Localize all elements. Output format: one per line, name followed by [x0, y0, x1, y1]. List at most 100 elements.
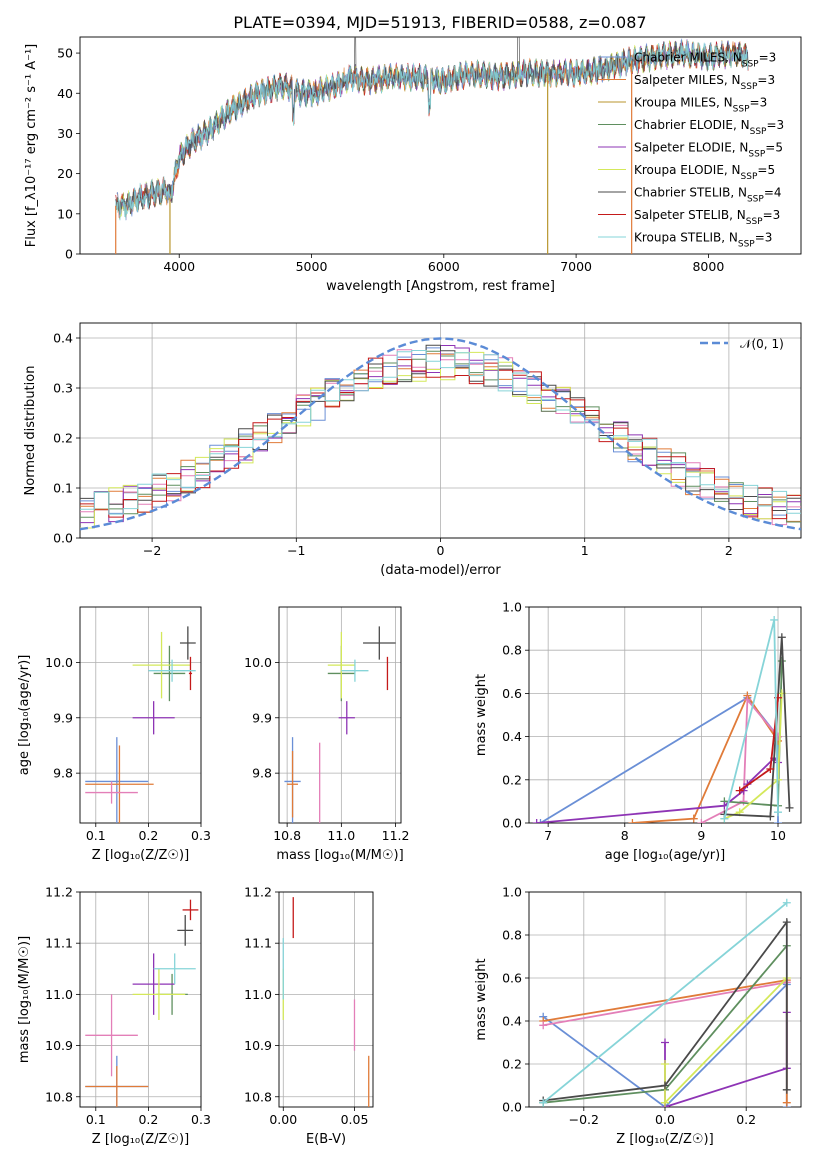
y-tick-label: 0.2: [53, 431, 73, 446]
figure-title: PLATE=0394, MJD=51913, FIBERID=0588, z=0…: [233, 13, 646, 32]
x-axis-label: Z [log₁₀(Z/Z☉)]: [92, 848, 189, 863]
weight-marker: [777, 633, 786, 642]
y-tick-label: 10.0: [244, 655, 272, 670]
weight-marker: [782, 1098, 791, 1107]
x-tick-label: 4000: [163, 259, 195, 274]
legend-subscript: SSP: [750, 127, 767, 137]
spectrum-plot: [115, 37, 749, 254]
x-axis-label: wavelength [Angstrom, rest frame]: [326, 279, 555, 294]
x-tick-label: 0.3: [191, 828, 211, 843]
axes-frame: [79, 891, 202, 1108]
weight-marker: [774, 819, 783, 823]
weight-line: [542, 902, 788, 1104]
x-axis-label: Z [log₁₀(Z/Z☉)]: [616, 1132, 713, 1147]
legend-subscript: SSP: [733, 105, 750, 115]
legend-subscript: SSP: [746, 217, 763, 227]
massweight_vs_Z-axes: −0.2 0.0 0.2 0.0 0.2 0.4 0.6 0.8 1.0 Z [log₁₀(Z/Z…: [474, 885, 802, 1147]
weight-marker: [536, 819, 545, 823]
y-tick-label: 10: [57, 206, 73, 221]
massweight_vs_age-plot: [532, 615, 794, 823]
y-tick-label: 30: [57, 126, 73, 141]
x-tick-label: 10.8: [273, 828, 301, 843]
weight-marker: [661, 1081, 669, 1090]
x-tick-label: −0.2: [569, 1112, 599, 1127]
x-tick-label: 0.1: [86, 828, 106, 843]
y-tick-label: 0.0: [502, 816, 522, 831]
y-axis-label: mass [log₁₀(M/M☉)]: [17, 936, 32, 1063]
age_vs_mass-axes: 10.8 11.0 11.2 9.8 9.9 10.0 mass [log₁₀(M/M☉)]: [244, 606, 410, 863]
histogram-step: [80, 350, 801, 515]
residuals-axes: −2 −1 0 1 2 0.0 0.1 0.2 0.3 0.4 (data-model)/error…: [23, 322, 802, 578]
y-tick-label: 0.6: [502, 686, 522, 701]
weight-marker: [739, 797, 748, 806]
x-tick-label: 0.2: [736, 1112, 756, 1127]
legend-count: =5: [757, 163, 775, 177]
x-tick-label: 7000: [560, 259, 592, 274]
legend-subscript: SSP: [738, 240, 755, 250]
x-tick-label: 10: [770, 828, 786, 843]
legend-count: =3: [763, 208, 781, 222]
y-tick-label: 11.1: [45, 936, 73, 951]
y-axis-label: mass weight: [474, 958, 489, 1040]
histogram-step: [80, 357, 801, 520]
x-tick-label: 0.2: [138, 1112, 158, 1127]
mass_vs_ebv-plot: [282, 897, 370, 1107]
y-tick-label: 1.0: [502, 600, 522, 615]
x-axis-label: (data-model)/error: [380, 563, 501, 578]
y-tick-label: 0.8: [502, 643, 522, 658]
weight-marker: [766, 765, 775, 773]
legend-label: 𝒩(0, 1): [740, 337, 784, 351]
x-tick-label: 8: [621, 828, 629, 843]
y-tick-label: 9.9: [53, 710, 73, 725]
y-tick-label: 0.4: [53, 331, 73, 346]
y-tick-label: 0: [65, 247, 73, 262]
y-tick-label: 0.3: [53, 381, 73, 396]
legend-count: =3: [759, 51, 777, 65]
weight-marker: [539, 1021, 548, 1030]
x-tick-label: 0.0: [655, 1112, 675, 1127]
residuals-legend: 𝒩(0, 1): [700, 337, 784, 351]
legend-count: =3: [757, 73, 775, 87]
y-tick-label: 11.1: [244, 936, 272, 951]
y-tick-label: 0.2: [502, 1057, 522, 1072]
x-axis-label: age [log₁₀(age/yr)]: [605, 848, 726, 863]
y-tick-label: 9.8: [252, 766, 272, 781]
axes-frame: [278, 891, 374, 1108]
spectrum-line: [115, 39, 749, 221]
y-axis-label: Flux [f_λ10⁻¹⁷ erg cm⁻² s⁻¹ A⁻¹]: [24, 44, 39, 248]
mass_vs_Z-axes: 0.1 0.2 0.3 10.8 10.9 11.0 11.1 11.2 Z [log₁₀(Z/…: [17, 885, 211, 1148]
legend-label: Salpeter ELODIE, NSSP=5: [634, 141, 783, 160]
x-tick-label: 0.05: [341, 1112, 369, 1127]
x-tick-label: 9: [697, 828, 705, 843]
axes-frame: [79, 322, 802, 539]
weight-marker: [782, 1085, 791, 1094]
x-tick-label: 0: [437, 543, 445, 558]
weight-marker: [777, 657, 786, 665]
histogram-step: [80, 345, 801, 524]
y-tick-label: 11.2: [45, 885, 73, 900]
y-axis-label: mass weight: [474, 674, 489, 756]
weight-marker: [782, 898, 791, 907]
spectrum-axes: 4000 5000 6000 7000 8000 0 10 20 30 40 50 wavelengt…: [24, 36, 802, 294]
weight-marker: [532, 819, 541, 823]
legend-subscript: SSP: [741, 82, 758, 92]
x-axis-label: Z [log₁₀(Z/Z☉)]: [92, 1132, 189, 1147]
x-tick-label: 11.2: [382, 828, 410, 843]
x-tick-label: 7: [544, 828, 552, 843]
legend-count: =3: [755, 231, 773, 245]
mass_vs_Z-plot: [85, 899, 199, 1107]
weight-marker: [743, 695, 752, 704]
legend-label: Kroupa ELODIE, NSSP=5: [634, 163, 775, 182]
weight-marker: [661, 1038, 669, 1047]
x-tick-label: 6000: [428, 259, 460, 274]
y-tick-label: 0.4: [502, 1014, 522, 1029]
legend-label: Chabrier ELODIE, NSSP=3: [634, 118, 784, 137]
x-tick-label: 1: [581, 543, 589, 558]
x-tick-label: 0.3: [191, 1112, 211, 1127]
weight-marker: [785, 803, 794, 812]
y-axis-label: age [log₁₀(age/yr)]: [17, 655, 32, 776]
y-tick-label: 40: [57, 86, 73, 101]
y-tick-label: 0.0: [53, 531, 73, 546]
legend-label: Chabrier STELIB, NSSP=4: [634, 186, 782, 205]
